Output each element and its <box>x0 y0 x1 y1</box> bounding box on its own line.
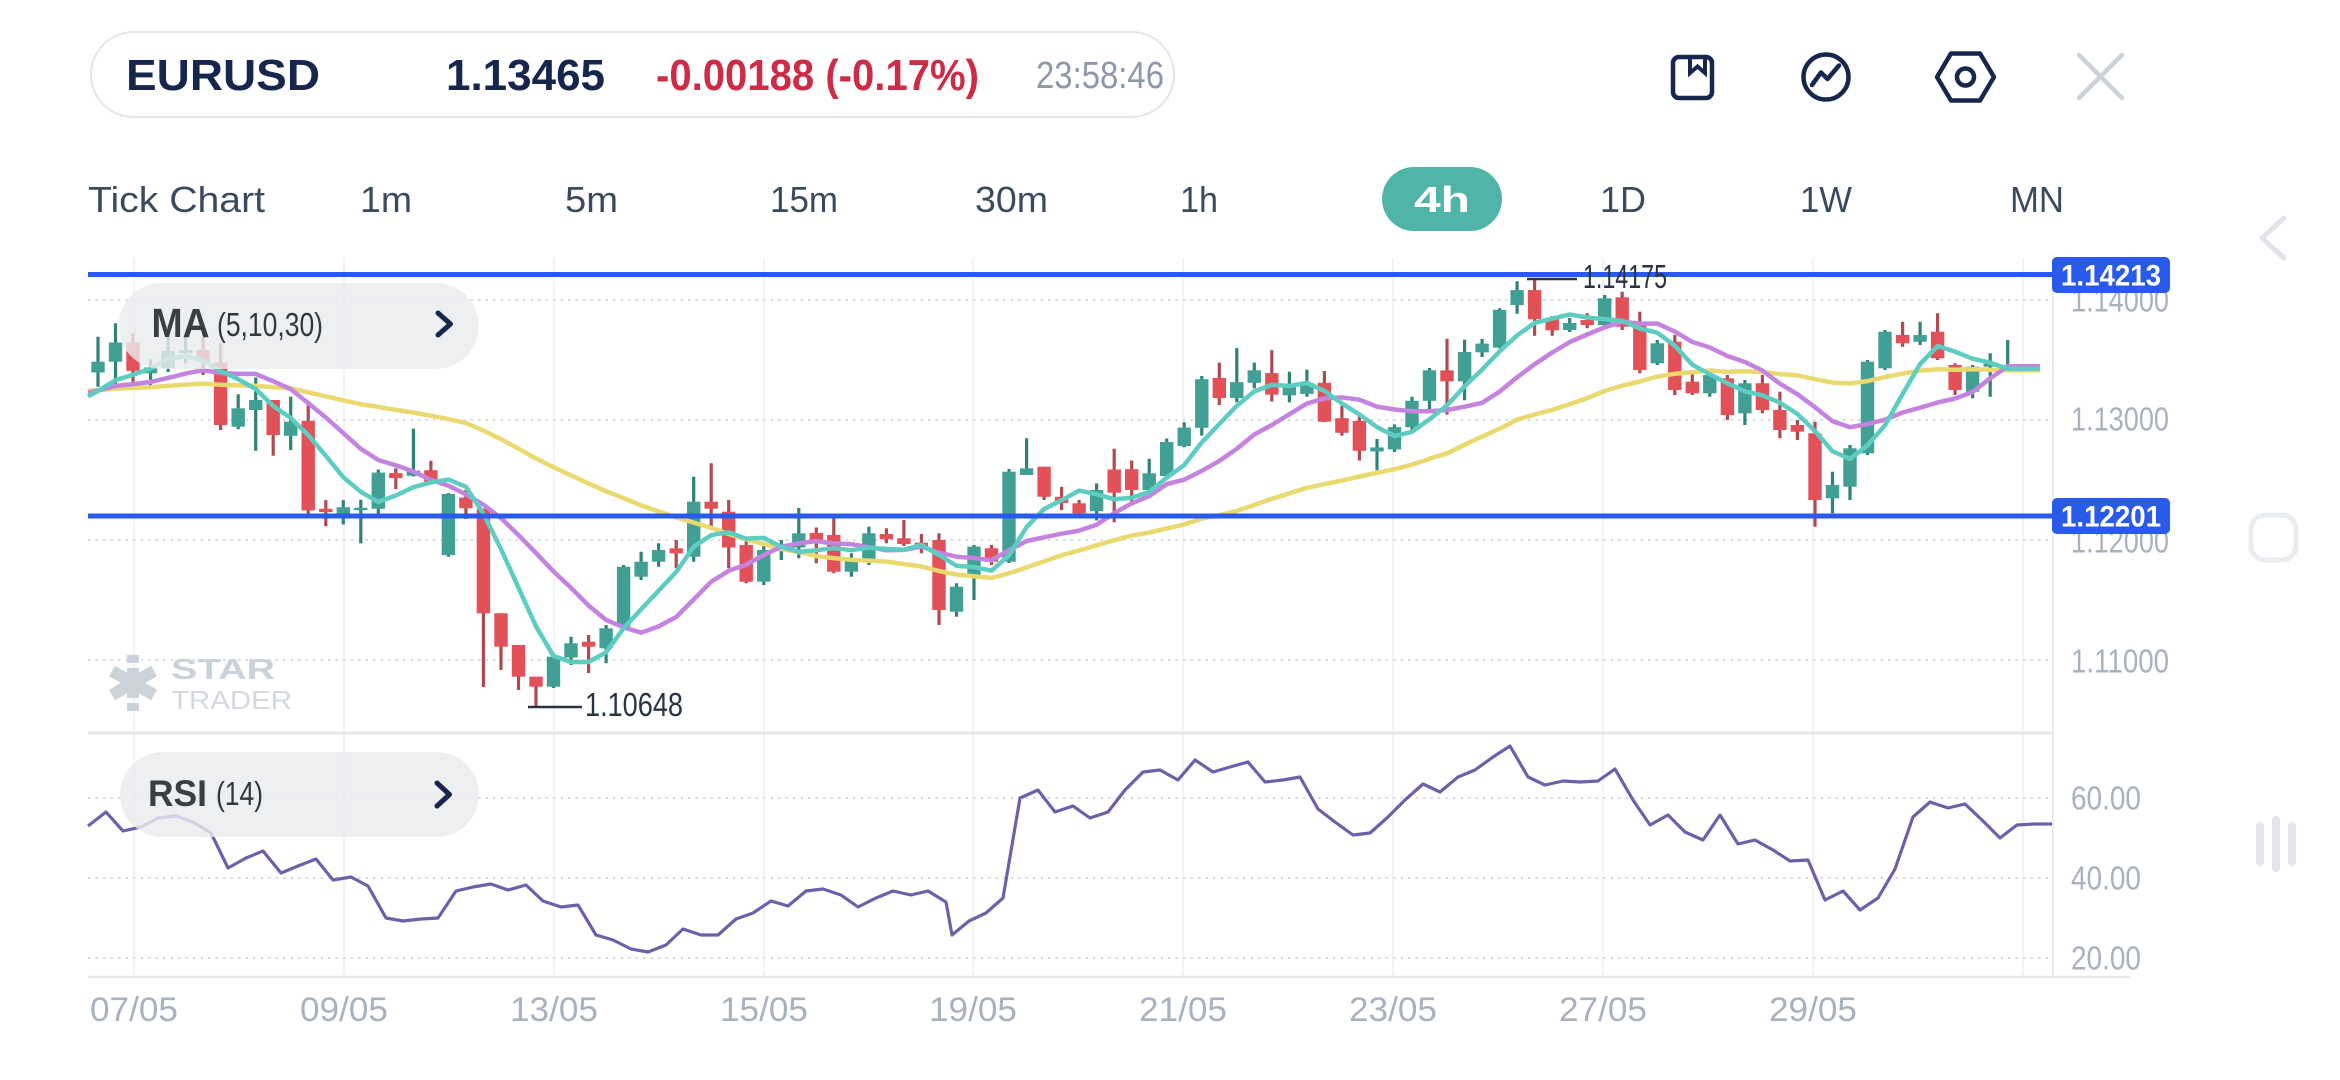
svg-text:1.14213: 1.14213 <box>2061 260 2161 293</box>
svg-text:TRADER: TRADER <box>171 685 292 715</box>
svg-text:RSI: RSI <box>148 773 207 814</box>
svg-text:(5,10,30): (5,10,30) <box>217 306 323 343</box>
svg-text:1h: 1h <box>1180 179 1218 220</box>
svg-text:27/05: 27/05 <box>1559 991 1647 1029</box>
svg-text:1.10648: 1.10648 <box>585 686 683 723</box>
svg-text:15m: 15m <box>770 179 838 220</box>
svg-text:1.11000: 1.11000 <box>2071 643 2169 680</box>
svg-text:1.12201: 1.12201 <box>2061 501 2161 534</box>
svg-text:1m: 1m <box>360 179 412 220</box>
svg-text:EURUSD: EURUSD <box>126 51 320 100</box>
svg-text:4h: 4h <box>1414 179 1470 220</box>
svg-text:23/05: 23/05 <box>1349 991 1437 1029</box>
svg-text:5m: 5m <box>565 179 618 220</box>
svg-text:1.13000: 1.13000 <box>2071 401 2169 438</box>
svg-text:09/05: 09/05 <box>300 991 388 1029</box>
svg-text:60.00: 60.00 <box>2071 780 2141 817</box>
svg-text:07/05: 07/05 <box>90 991 178 1029</box>
svg-text:29/05: 29/05 <box>1769 991 1857 1029</box>
svg-text:-0.00188 (-0.17%): -0.00188 (-0.17%) <box>656 51 979 100</box>
svg-text:MN: MN <box>2010 179 2064 220</box>
svg-text:1.13465: 1.13465 <box>446 51 605 100</box>
svg-text:23:58:46: 23:58:46 <box>1036 55 1164 97</box>
svg-text:21/05: 21/05 <box>1139 991 1227 1029</box>
svg-text:40.00: 40.00 <box>2071 860 2141 897</box>
svg-text:1.14175: 1.14175 <box>1583 258 1667 295</box>
svg-text:STAR: STAR <box>171 654 275 686</box>
svg-text:20.00: 20.00 <box>2071 940 2141 977</box>
svg-text:15/05: 15/05 <box>720 991 808 1029</box>
svg-text:1W: 1W <box>1800 179 1852 220</box>
svg-text:(14): (14) <box>216 775 263 812</box>
svg-text:MA: MA <box>152 300 210 346</box>
svg-text:1D: 1D <box>1600 179 1646 220</box>
svg-text:30m: 30m <box>975 179 1048 220</box>
svg-text:Tick Chart: Tick Chart <box>88 179 265 220</box>
svg-text:19/05: 19/05 <box>929 991 1017 1029</box>
svg-text:13/05: 13/05 <box>510 991 598 1029</box>
